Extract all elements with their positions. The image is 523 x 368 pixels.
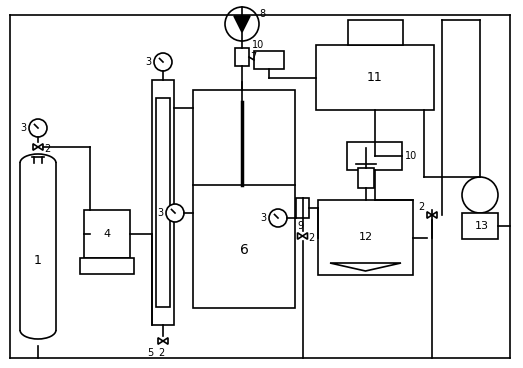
Bar: [358, 168, 373, 188]
Circle shape: [225, 7, 259, 41]
Text: 3: 3: [145, 57, 151, 67]
Bar: [235, 48, 249, 66]
Text: 12: 12: [358, 233, 372, 243]
Text: 2: 2: [309, 233, 315, 243]
Polygon shape: [234, 16, 250, 32]
Text: 10: 10: [252, 40, 264, 50]
Text: 10: 10: [405, 151, 417, 161]
Circle shape: [154, 53, 172, 71]
Text: 3: 3: [260, 213, 266, 223]
Bar: [156, 98, 170, 307]
Bar: [254, 51, 284, 69]
Text: 5: 5: [147, 348, 153, 358]
Text: 3: 3: [157, 208, 163, 218]
Bar: [462, 213, 498, 239]
Circle shape: [29, 119, 47, 137]
Circle shape: [166, 204, 184, 222]
Text: 3: 3: [20, 123, 26, 133]
Bar: [347, 20, 403, 45]
Bar: [152, 80, 174, 325]
Text: 4: 4: [104, 229, 110, 239]
Text: 11: 11: [367, 71, 383, 84]
Bar: [347, 142, 402, 170]
Text: 2: 2: [158, 348, 164, 358]
Bar: [84, 210, 130, 258]
Text: 13: 13: [475, 221, 489, 231]
Bar: [318, 200, 413, 275]
Text: 2: 2: [418, 202, 424, 212]
Text: 6: 6: [240, 243, 248, 257]
Bar: [80, 258, 134, 274]
Circle shape: [462, 177, 498, 213]
Text: 7: 7: [250, 52, 256, 62]
Bar: [296, 198, 309, 218]
Text: 8: 8: [259, 9, 265, 19]
Bar: [193, 90, 295, 308]
Bar: [316, 45, 434, 110]
Text: 1: 1: [34, 254, 42, 266]
Text: 9: 9: [297, 221, 303, 231]
Text: 2: 2: [44, 144, 50, 154]
Circle shape: [269, 209, 287, 227]
